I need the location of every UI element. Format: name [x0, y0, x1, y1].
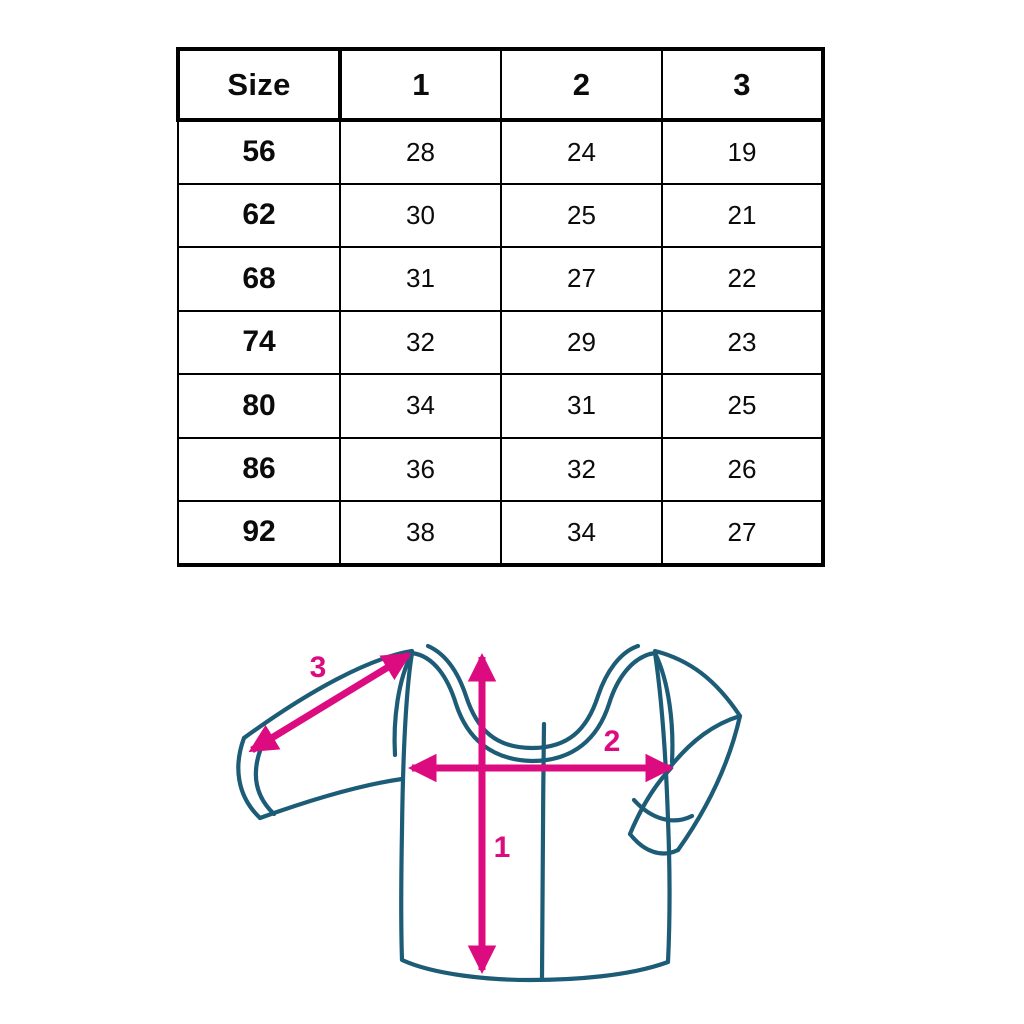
cell-measure-2: 24 [500, 119, 663, 185]
column-header-measure-3: 3 [661, 47, 825, 122]
cell-measure-3: 26 [661, 436, 825, 502]
cell-measure-1: 38 [339, 500, 502, 567]
cell-measure-1: 36 [339, 436, 502, 502]
label-chest-2: 2 [604, 725, 621, 758]
right-sleeve-cuff-band-path [631, 797, 695, 823]
arrow-sleeve-3 [248, 652, 412, 753]
cell-measure-1: 31 [339, 246, 502, 312]
cell-measure-3: 25 [661, 373, 825, 439]
table-header-row: Size 1 2 3 [176, 47, 825, 122]
cell-measure-3: 19 [661, 119, 825, 185]
cell-measure-3: 23 [661, 309, 825, 375]
cell-measure-2: 32 [500, 436, 663, 502]
measurement-arrows-group [248, 652, 675, 975]
cell-measure-2: 31 [500, 373, 663, 439]
table-row: 56 28 24 19 [177, 119, 825, 185]
cell-size: 86 [177, 436, 341, 502]
garment-measurement-diagram: 1 2 3 [230, 620, 760, 1010]
table-row: 68 31 27 22 [177, 246, 825, 312]
table-row: 74 32 29 23 [177, 309, 825, 375]
cell-size: 80 [177, 373, 341, 439]
table-row: 62 30 25 21 [177, 182, 825, 248]
size-chart-table-container: Size 1 2 3 56 28 24 19 62 30 25 21 68 31 [176, 47, 825, 567]
column-header-size: Size [176, 47, 342, 122]
cell-measure-1: 34 [339, 373, 502, 439]
column-header-measure-1: 1 [339, 47, 502, 122]
cell-measure-1: 30 [339, 182, 502, 248]
right-sleeve-cuff-end-path [627, 831, 681, 856]
neckline-inner-path [425, 643, 641, 751]
cell-measure-3: 27 [661, 500, 825, 567]
left-sleeve-bottom-path [257, 776, 405, 821]
cell-measure-3: 22 [661, 246, 825, 312]
left-sleeve-cuff-end-path [236, 735, 263, 821]
cell-size: 92 [177, 500, 341, 567]
cell-measure-2: 29 [500, 309, 663, 375]
cell-measure-2: 27 [500, 246, 663, 312]
cell-measure-2: 34 [500, 500, 663, 567]
label-length-1: 1 [494, 831, 511, 864]
right-sleeve-inner-path [668, 713, 743, 769]
cell-measure-1: 28 [339, 119, 502, 185]
cell-size: 62 [177, 182, 341, 248]
cell-measure-3: 21 [661, 182, 825, 248]
cell-size: 56 [177, 119, 341, 185]
garment-outline-group [236, 643, 743, 983]
cell-measure-2: 25 [500, 182, 663, 248]
table-row: 92 38 34 27 [177, 500, 825, 567]
label-sleeve-3: 3 [310, 651, 327, 684]
table-row: 86 36 32 26 [177, 436, 825, 502]
cell-measure-1: 32 [339, 309, 502, 375]
column-header-measure-2: 2 [500, 47, 663, 122]
body-outline-path [399, 650, 672, 983]
cell-size: 68 [177, 246, 341, 312]
table-row: 80 34 31 25 [177, 373, 825, 439]
left-sleeve-cuff-band-path [253, 745, 277, 817]
size-chart-table: Size 1 2 3 56 28 24 19 62 30 25 21 68 31 [176, 47, 825, 567]
cell-size: 74 [177, 309, 341, 375]
right-armhole-seam [652, 650, 675, 765]
